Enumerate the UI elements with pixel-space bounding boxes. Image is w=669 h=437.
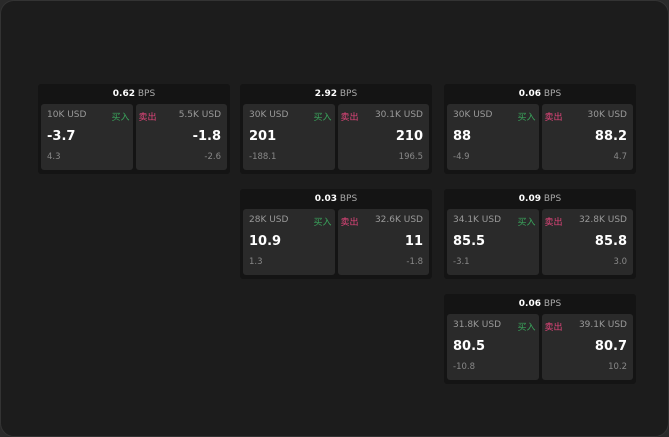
- price-tile: 0.03 BPS 28K USD 买入 10.9 1.3 卖出 32.6K US…: [240, 189, 432, 279]
- buy-button[interactable]: 34.1K USD 买入 85.5 -3.1: [447, 209, 539, 275]
- ask-quantity: 5.5K USD: [178, 110, 221, 120]
- buy-button[interactable]: 28K USD 买入 10.9 1.3: [243, 209, 335, 275]
- spread-header: 2.92 BPS: [240, 84, 432, 104]
- buy-label: 买入: [313, 113, 332, 123]
- bid-quantity: 31.8K USD: [453, 320, 502, 330]
- spread-unit: BPS: [543, 89, 562, 99]
- bid-change: -188.1: [249, 152, 277, 162]
- bid-change: -3.1: [453, 257, 470, 267]
- sell-label: 卖出: [340, 218, 359, 228]
- ask-change: -1.8: [406, 257, 423, 267]
- sell-button[interactable]: 卖出 30.1K USD 210 196.5: [337, 104, 429, 170]
- bid-price: 88: [453, 129, 472, 144]
- ask-change: 10.2: [608, 362, 627, 372]
- buy-button[interactable]: 30K USD 买入 201 -188.1: [243, 104, 335, 170]
- spread-value: 0.09: [518, 194, 541, 204]
- spread-unit: BPS: [339, 89, 358, 99]
- bid-quantity: 30K USD: [249, 110, 289, 120]
- price-tile: 0.06 BPS 30K USD 买入 88 -4.9 卖出 30K USD 8…: [444, 84, 636, 174]
- buy-label: 买入: [313, 218, 332, 228]
- spread-header: 0.06 BPS: [444, 294, 636, 314]
- buy-label: 买入: [517, 218, 536, 228]
- sell-button[interactable]: 卖出 32.6K USD 11 -1.8: [337, 209, 429, 275]
- buy-button[interactable]: 10K USD 买入 -3.7 4.3: [41, 104, 133, 170]
- ask-change: 196.5: [398, 152, 423, 162]
- sell-button[interactable]: 卖出 30K USD 88.2 4.7: [541, 104, 633, 170]
- bid-change: -4.9: [453, 152, 470, 162]
- ask-price: 11: [404, 234, 423, 249]
- spread-unit: BPS: [543, 299, 562, 309]
- ask-quantity: 32.6K USD: [374, 215, 423, 225]
- price-tile: 0.06 BPS 31.8K USD 买入 80.5 -10.8 卖出 39.1…: [444, 294, 636, 384]
- spread-value: 0.03: [314, 194, 337, 204]
- spread-value: 0.06: [518, 89, 541, 99]
- bid-price: 201: [249, 129, 277, 144]
- ask-quantity: 39.1K USD: [578, 320, 627, 330]
- ask-price: 80.7: [594, 339, 627, 354]
- spread-header: 0.09 BPS: [444, 189, 636, 209]
- ask-change: 4.7: [613, 152, 627, 162]
- sell-label: 卖出: [544, 113, 563, 123]
- sell-label: 卖出: [138, 113, 157, 123]
- spread-header: 0.06 BPS: [444, 84, 636, 104]
- buy-button[interactable]: 30K USD 买入 88 -4.9: [447, 104, 539, 170]
- spread-unit: BPS: [543, 194, 562, 204]
- ask-price: 85.8: [594, 234, 627, 249]
- ask-price: 88.2: [594, 129, 627, 144]
- buy-label: 买入: [517, 323, 536, 333]
- spread-header: 0.03 BPS: [240, 189, 432, 209]
- sell-button[interactable]: 卖出 39.1K USD 80.7 10.2: [541, 314, 633, 380]
- bid-price: 10.9: [249, 234, 282, 249]
- buy-button[interactable]: 31.8K USD 买入 80.5 -10.8: [447, 314, 539, 380]
- bid-change: 4.3: [47, 152, 61, 162]
- spread-unit: BPS: [339, 194, 358, 204]
- price-tile: 0.09 BPS 34.1K USD 买入 85.5 -3.1 卖出 32.8K…: [444, 189, 636, 279]
- ask-price: -1.8: [192, 129, 221, 144]
- bid-price: -3.7: [47, 129, 76, 144]
- bid-price: 80.5: [453, 339, 486, 354]
- price-tile: 2.92 BPS 30K USD 买入 201 -188.1 卖出 30.1K …: [240, 84, 432, 174]
- sell-button[interactable]: 卖出 32.8K USD 85.8 3.0: [541, 209, 633, 275]
- buy-label: 买入: [111, 113, 130, 123]
- ask-change: -2.6: [204, 152, 221, 162]
- spread-value: 2.92: [314, 89, 337, 99]
- bid-quantity: 30K USD: [453, 110, 493, 120]
- bid-quantity: 28K USD: [249, 215, 289, 225]
- sell-label: 卖出: [544, 218, 563, 228]
- bid-quantity: 34.1K USD: [453, 215, 502, 225]
- sell-label: 卖出: [544, 323, 563, 333]
- ask-quantity: 30.1K USD: [374, 110, 423, 120]
- price-tile: 0.62 BPS 10K USD 买入 -3.7 4.3 卖出 5.5K USD…: [38, 84, 230, 174]
- spread-value: 0.06: [518, 299, 541, 309]
- buy-label: 买入: [517, 113, 536, 123]
- bid-change: 1.3: [249, 257, 263, 267]
- ask-change: 3.0: [613, 257, 627, 267]
- bid-change: -10.8: [453, 362, 475, 372]
- bid-price: 85.5: [453, 234, 486, 249]
- sell-label: 卖出: [340, 113, 359, 123]
- ask-price: 210: [395, 129, 423, 144]
- spread-value: 0.62: [112, 89, 135, 99]
- ask-quantity: 32.8K USD: [578, 215, 627, 225]
- ask-quantity: 30K USD: [587, 110, 627, 120]
- bid-quantity: 10K USD: [47, 110, 87, 120]
- spread-unit: BPS: [137, 89, 156, 99]
- spread-header: 0.62 BPS: [38, 84, 230, 104]
- sell-button[interactable]: 卖出 5.5K USD -1.8 -2.6: [135, 104, 227, 170]
